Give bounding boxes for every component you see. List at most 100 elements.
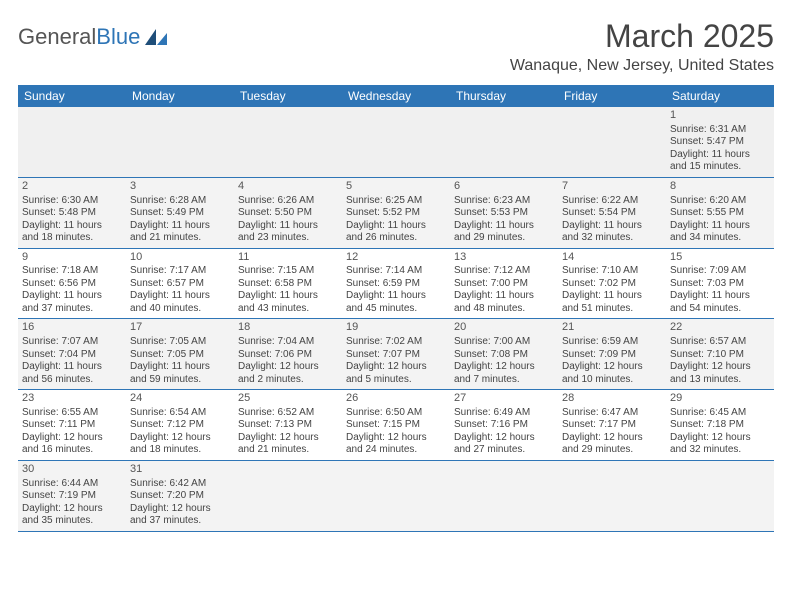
daylight-text-b: and 48 minutes. xyxy=(454,303,554,316)
day-number: 24 xyxy=(130,392,230,406)
daylight-text-a: Daylight: 11 hours xyxy=(238,290,338,303)
daylight-text-a: Daylight: 11 hours xyxy=(22,220,122,233)
sunrise-text: Sunrise: 6:57 AM xyxy=(670,336,770,349)
daylight-text-a: Daylight: 12 hours xyxy=(238,432,338,445)
day-cell: 14Sunrise: 7:10 AMSunset: 7:02 PMDayligh… xyxy=(558,249,666,319)
day-number: 16 xyxy=(22,321,122,335)
daylight-text-b: and 56 minutes. xyxy=(22,374,122,387)
daylight-text-a: Daylight: 11 hours xyxy=(346,220,446,233)
day-cell xyxy=(126,107,234,177)
location-text: Wanaque, New Jersey, United States xyxy=(510,57,774,75)
day-number: 7 xyxy=(562,180,662,194)
daylight-text-a: Daylight: 11 hours xyxy=(670,149,770,162)
daylight-text-b: and 45 minutes. xyxy=(346,303,446,316)
logo-text-b: Blue xyxy=(96,24,140,50)
day-cell xyxy=(234,107,342,177)
sunset-text: Sunset: 7:16 PM xyxy=(454,419,554,432)
daylight-text-a: Daylight: 11 hours xyxy=(238,220,338,233)
sunset-text: Sunset: 5:48 PM xyxy=(22,207,122,220)
sunset-text: Sunset: 7:02 PM xyxy=(562,278,662,291)
daylight-text-a: Daylight: 11 hours xyxy=(454,290,554,303)
sunrise-text: Sunrise: 6:54 AM xyxy=(130,407,230,420)
day-number: 27 xyxy=(454,392,554,406)
day-header-cell: Monday xyxy=(126,85,234,107)
daylight-text-b: and 37 minutes. xyxy=(22,303,122,316)
day-cell xyxy=(234,461,342,531)
day-cell xyxy=(558,107,666,177)
day-header-cell: Sunday xyxy=(18,85,126,107)
sunset-text: Sunset: 7:00 PM xyxy=(454,278,554,291)
day-cell: 31Sunrise: 6:42 AMSunset: 7:20 PMDayligh… xyxy=(126,461,234,531)
daylight-text-a: Daylight: 12 hours xyxy=(562,361,662,374)
calendar: SundayMondayTuesdayWednesdayThursdayFrid… xyxy=(18,85,774,532)
day-number: 26 xyxy=(346,392,446,406)
daylight-text-b: and 18 minutes. xyxy=(130,444,230,457)
daylight-text-a: Daylight: 12 hours xyxy=(346,361,446,374)
daylight-text-b: and 2 minutes. xyxy=(238,374,338,387)
day-cell: 28Sunrise: 6:47 AMSunset: 7:17 PMDayligh… xyxy=(558,390,666,460)
sunrise-text: Sunrise: 7:00 AM xyxy=(454,336,554,349)
sunset-text: Sunset: 6:58 PM xyxy=(238,278,338,291)
logo: GeneralBlue xyxy=(18,24,169,50)
day-cell: 21Sunrise: 6:59 AMSunset: 7:09 PMDayligh… xyxy=(558,319,666,389)
sunrise-text: Sunrise: 6:50 AM xyxy=(346,407,446,420)
sunset-text: Sunset: 7:08 PM xyxy=(454,349,554,362)
daylight-text-b: and 15 minutes. xyxy=(670,161,770,174)
day-number: 20 xyxy=(454,321,554,335)
day-header-cell: Friday xyxy=(558,85,666,107)
daylight-text-b: and 59 minutes. xyxy=(130,374,230,387)
month-title: March 2025 xyxy=(510,18,774,55)
daylight-text-b: and 23 minutes. xyxy=(238,232,338,245)
sunrise-text: Sunrise: 7:04 AM xyxy=(238,336,338,349)
sunrise-text: Sunrise: 6:49 AM xyxy=(454,407,554,420)
sunrise-text: Sunrise: 7:14 AM xyxy=(346,265,446,278)
day-cell: 18Sunrise: 7:04 AMSunset: 7:06 PMDayligh… xyxy=(234,319,342,389)
day-number: 25 xyxy=(238,392,338,406)
day-cell: 24Sunrise: 6:54 AMSunset: 7:12 PMDayligh… xyxy=(126,390,234,460)
daylight-text-b: and 32 minutes. xyxy=(670,444,770,457)
day-cell: 5Sunrise: 6:25 AMSunset: 5:52 PMDaylight… xyxy=(342,178,450,248)
day-header-cell: Tuesday xyxy=(234,85,342,107)
daylight-text-b: and 37 minutes. xyxy=(130,515,230,528)
sunrise-text: Sunrise: 6:44 AM xyxy=(22,478,122,491)
sunrise-text: Sunrise: 6:42 AM xyxy=(130,478,230,491)
week-row: 1Sunrise: 6:31 AMSunset: 5:47 PMDaylight… xyxy=(18,107,774,178)
day-number: 21 xyxy=(562,321,662,335)
day-cell: 4Sunrise: 6:26 AMSunset: 5:50 PMDaylight… xyxy=(234,178,342,248)
day-number: 10 xyxy=(130,251,230,265)
daylight-text-b: and 24 minutes. xyxy=(346,444,446,457)
sunrise-text: Sunrise: 7:10 AM xyxy=(562,265,662,278)
sunset-text: Sunset: 5:55 PM xyxy=(670,207,770,220)
daylight-text-a: Daylight: 11 hours xyxy=(346,290,446,303)
daylight-text-a: Daylight: 12 hours xyxy=(22,432,122,445)
day-cell: 13Sunrise: 7:12 AMSunset: 7:00 PMDayligh… xyxy=(450,249,558,319)
daylight-text-a: Daylight: 12 hours xyxy=(454,361,554,374)
daylight-text-b: and 29 minutes. xyxy=(454,232,554,245)
header: GeneralBlue March 2025 Wanaque, New Jers… xyxy=(18,18,774,75)
daylight-text-a: Daylight: 12 hours xyxy=(670,361,770,374)
day-cell: 7Sunrise: 6:22 AMSunset: 5:54 PMDaylight… xyxy=(558,178,666,248)
day-cell: 30Sunrise: 6:44 AMSunset: 7:19 PMDayligh… xyxy=(18,461,126,531)
day-number: 6 xyxy=(454,180,554,194)
day-number: 3 xyxy=(130,180,230,194)
daylight-text-b: and 16 minutes. xyxy=(22,444,122,457)
day-cell xyxy=(18,107,126,177)
daylight-text-a: Daylight: 12 hours xyxy=(238,361,338,374)
day-number: 30 xyxy=(22,463,122,477)
sunset-text: Sunset: 5:54 PM xyxy=(562,207,662,220)
sunrise-text: Sunrise: 6:52 AM xyxy=(238,407,338,420)
daylight-text-a: Daylight: 11 hours xyxy=(454,220,554,233)
sunset-text: Sunset: 7:12 PM xyxy=(130,419,230,432)
sunset-text: Sunset: 7:17 PM xyxy=(562,419,662,432)
day-cell: 16Sunrise: 7:07 AMSunset: 7:04 PMDayligh… xyxy=(18,319,126,389)
logo-text-a: General xyxy=(18,24,96,50)
daylight-text-a: Daylight: 12 hours xyxy=(562,432,662,445)
week-row: 16Sunrise: 7:07 AMSunset: 7:04 PMDayligh… xyxy=(18,319,774,390)
day-cell xyxy=(666,461,774,531)
day-number: 2 xyxy=(22,180,122,194)
day-cell xyxy=(450,107,558,177)
sunrise-text: Sunrise: 6:28 AM xyxy=(130,195,230,208)
sunset-text: Sunset: 7:11 PM xyxy=(22,419,122,432)
week-row: 9Sunrise: 7:18 AMSunset: 6:56 PMDaylight… xyxy=(18,249,774,320)
day-cell: 17Sunrise: 7:05 AMSunset: 7:05 PMDayligh… xyxy=(126,319,234,389)
